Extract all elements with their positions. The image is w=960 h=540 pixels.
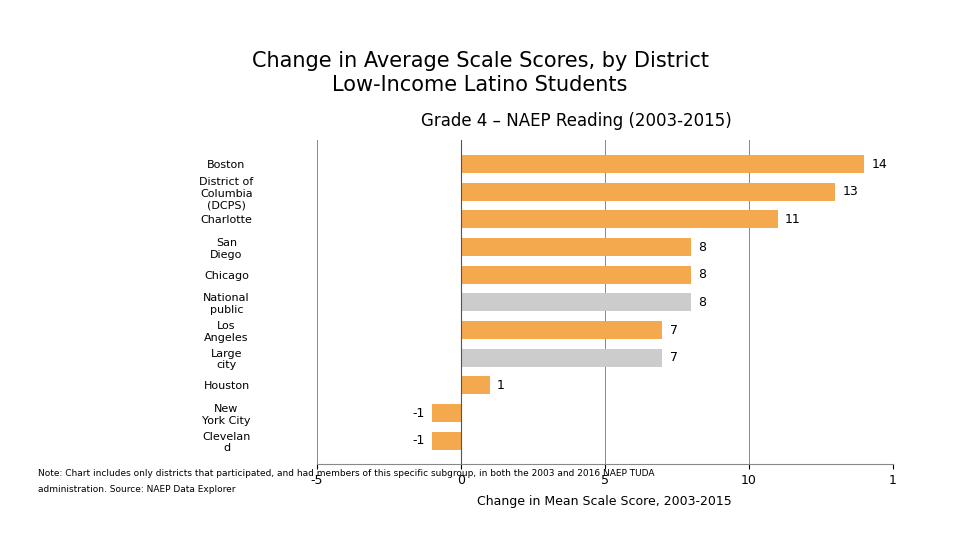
Bar [461,349,662,367]
Text: 8: 8 [698,241,707,254]
Text: Change in Average Scale Scores, by District: Change in Average Scale Scores, by Distr… [252,51,708,71]
Bar [432,404,461,422]
Text: 14: 14 [872,158,887,171]
Text: 13: 13 [843,185,858,198]
Text: 11: 11 [784,213,801,226]
Bar [461,321,662,339]
Text: -1: -1 [413,434,424,447]
Text: Note: Chart includes only districts that participated, and had members of this s: Note: Chart includes only districts that… [38,469,655,478]
Bar [461,266,691,284]
Bar [461,238,691,256]
Bar [461,183,835,201]
Text: 7: 7 [670,351,678,364]
Text: 7: 7 [670,323,678,336]
Bar [461,155,864,173]
Text: 1: 1 [497,379,505,392]
Text: 8: 8 [698,268,707,281]
Bar [461,211,778,228]
Bar [461,293,691,312]
Text: © 2017 THE EDUCATION TRUST: © 2017 THE EDUCATION TRUST [709,514,931,528]
Text: Low-Income Latino Students: Low-Income Latino Students [332,75,628,94]
Bar [461,376,490,394]
Text: -1: -1 [413,407,424,420]
X-axis label: Change in Mean Scale Score, 2003-2015: Change in Mean Scale Score, 2003-2015 [477,496,732,509]
Text: Grade 4 – NAEP Reading (2003-2015): Grade 4 – NAEP Reading (2003-2015) [420,112,732,130]
Text: 8: 8 [698,296,707,309]
Text: administration. Source: NAEP Data Explorer: administration. Source: NAEP Data Explor… [38,485,236,494]
Bar [432,431,461,450]
